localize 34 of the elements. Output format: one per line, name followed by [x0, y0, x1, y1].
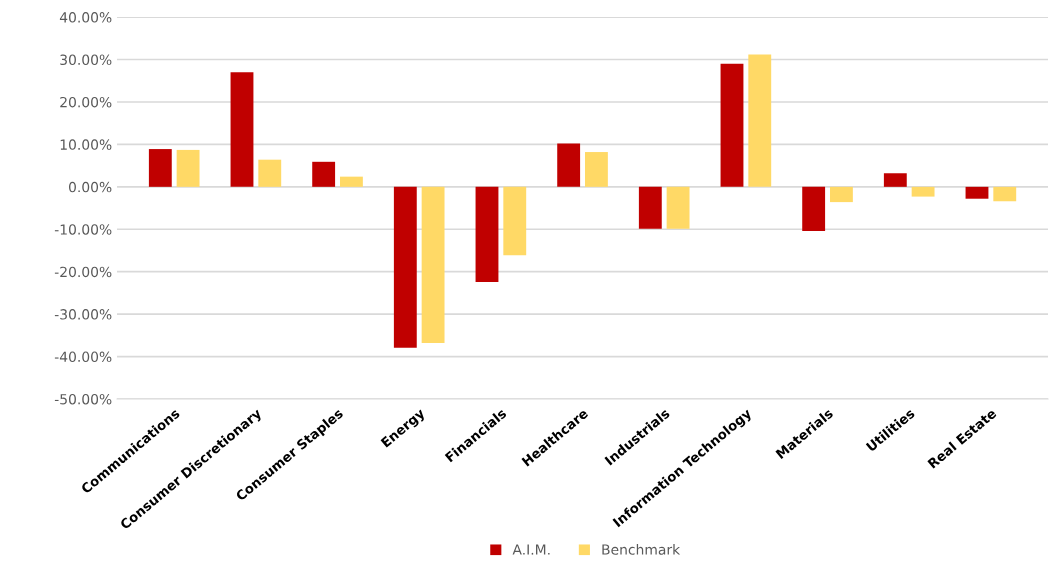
y-tick-label: -10.00%	[54, 224, 112, 235]
y-tick-label: 30.00%	[60, 54, 112, 66]
bar	[148, 149, 172, 187]
y-tick-label: 10.00%	[60, 139, 112, 150]
bar	[557, 143, 581, 187]
y-tick-label: 20.00%	[60, 96, 112, 108]
bar	[339, 176, 363, 187]
bar	[829, 186, 853, 203]
bar	[421, 186, 445, 343]
bar	[393, 186, 417, 348]
y-tick-label: 40.00%	[59, 12, 112, 23]
bar	[503, 186, 527, 256]
legend-label: A.I.M.	[512, 544, 550, 555]
legend-label: Benchmark	[602, 544, 681, 555]
bar	[802, 186, 826, 231]
bar	[965, 186, 989, 199]
bar	[475, 186, 499, 282]
bar	[230, 72, 254, 187]
bar	[993, 186, 1017, 202]
bar	[720, 63, 744, 187]
y-tick-label: 0.00%	[68, 181, 112, 193]
bar	[176, 149, 200, 187]
y-tick-label: -30.00%	[54, 309, 112, 320]
bar	[911, 186, 935, 197]
bar	[312, 161, 336, 187]
bar	[258, 159, 282, 187]
bar	[748, 54, 772, 187]
bar	[666, 186, 690, 229]
bar	[638, 186, 662, 229]
bar	[584, 152, 608, 187]
bar	[883, 173, 907, 187]
y-tick-label: -40.00%	[54, 351, 112, 363]
y-tick-label: -20.00%	[54, 266, 112, 278]
y-tick-label: -50.00%	[54, 393, 112, 405]
